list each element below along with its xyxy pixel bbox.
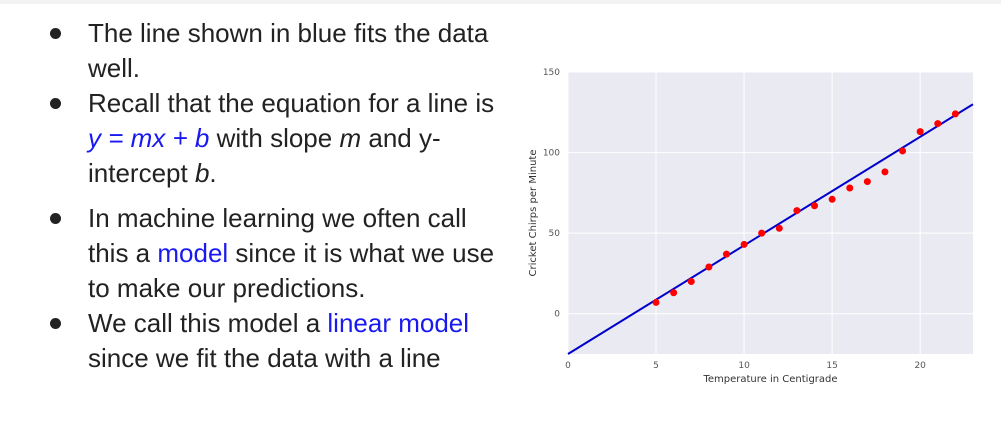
data-point — [775, 224, 783, 232]
bullet-fit-text: The line shown in blue fits the data wel… — [88, 18, 489, 83]
x-axis-label: Temperature in Centigrade — [702, 374, 837, 385]
data-point — [828, 195, 836, 203]
equation-text-2: with slope — [209, 123, 340, 153]
x-tick-label: 15 — [826, 361, 837, 371]
data-point — [934, 120, 942, 128]
x-tick-label: 20 — [914, 361, 926, 371]
bullet-linear-model: We call this model a linear model since … — [30, 306, 510, 376]
data-point — [846, 184, 854, 192]
y-tick-label: 150 — [543, 68, 560, 78]
equation-formula: y = mx + b — [88, 123, 210, 153]
model-text-2: since it is what we use to make our pred… — [88, 238, 495, 303]
data-point — [863, 178, 871, 186]
data-point — [670, 289, 678, 297]
x-tick-label: 0 — [565, 361, 571, 371]
equation-text-3: and y-intercept — [88, 123, 441, 188]
slope-symbol: m — [339, 123, 362, 153]
bullet-model: In machine learning we often call this a… — [30, 201, 510, 306]
data-point — [881, 168, 889, 176]
data-point — [793, 207, 801, 215]
intercept-symbol: b — [194, 158, 210, 188]
data-point — [758, 229, 766, 237]
y-tick-label: 0 — [554, 310, 560, 320]
model-highlight: model — [157, 238, 229, 268]
equation-text-4: . — [209, 158, 217, 188]
data-point — [705, 263, 713, 271]
bullet-equation: Recall that the equation for a line is y… — [30, 86, 510, 191]
y-tick-label: 50 — [549, 229, 561, 239]
model-text-1: In machine learning we often call this a — [88, 203, 467, 268]
linear-model-highlight: linear model — [327, 308, 470, 338]
top-bar — [0, 0, 1001, 4]
linear-text-2: since we fit the data with a line — [88, 343, 441, 373]
y-tick-label: 100 — [543, 149, 560, 159]
data-point — [722, 250, 730, 258]
bullet-dot — [50, 28, 61, 39]
data-points — [652, 110, 959, 306]
data-point — [811, 202, 819, 210]
scatter-chart: 0 5 10 15 20 0 50 100 150 Temperature in Centigr… — [528, 68, 974, 385]
x-tick-label: 5 — [653, 361, 659, 371]
data-point — [740, 240, 748, 248]
x-tick-label: 10 — [738, 361, 750, 371]
bullet-dot — [50, 98, 61, 109]
data-point — [899, 147, 907, 155]
data-point — [916, 128, 924, 136]
y-axis-label: Cricket Chirps per Minute — [528, 150, 539, 277]
bullet-dot — [50, 318, 61, 329]
bullet-list: The line shown in blue fits the data wel… — [30, 14, 510, 376]
tick-labels: 0 5 10 15 20 0 50 100 150 — [543, 68, 926, 371]
fit-line — [567, 103, 974, 355]
plot-area — [568, 72, 973, 354]
bullet-dot — [50, 213, 61, 224]
data-point — [687, 277, 695, 285]
equation-text-1: Recall that the equation for a line is — [88, 88, 495, 118]
data-point — [951, 110, 959, 118]
data-point — [652, 298, 660, 306]
bullet-fit: The line shown in blue fits the data wel… — [30, 16, 510, 86]
linear-text-1: We call this model a — [88, 308, 328, 338]
grid-lines — [567, 71, 973, 354]
